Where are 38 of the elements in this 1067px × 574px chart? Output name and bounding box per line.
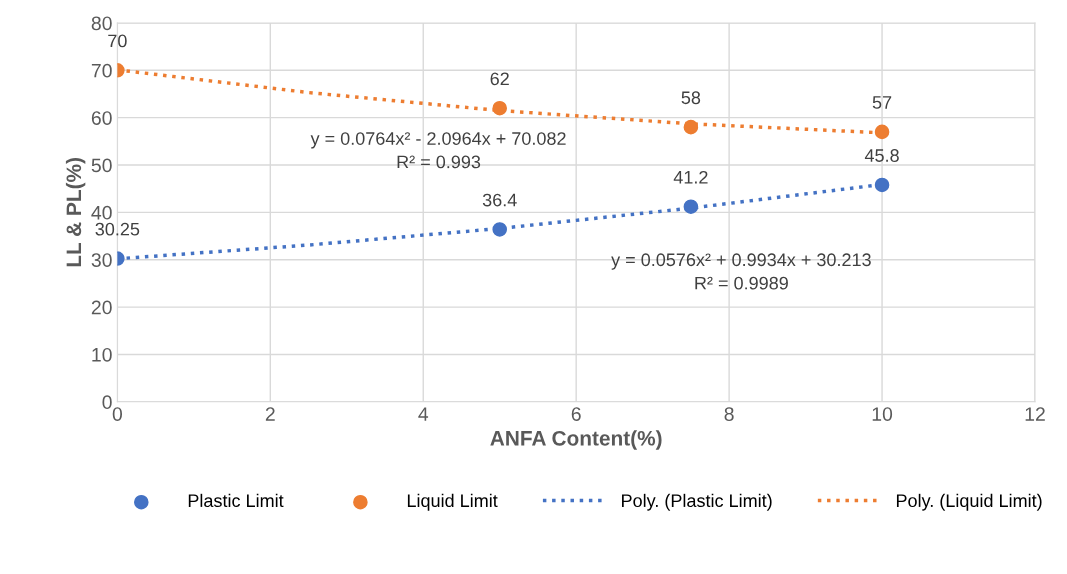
y-axis-title: LL & PL(%) <box>65 158 86 267</box>
x-tick-label: 8 <box>724 407 734 421</box>
x-tick-label: 12 <box>1025 407 1045 421</box>
annotation: y = 0.0764x² - 2.0964x + 70.082 R² = 0.993 <box>310 132 566 169</box>
data-label: 41.2 <box>673 170 708 184</box>
x-axis-title: ANFA Content(%) <box>490 430 662 450</box>
legend-label: Plastic Limit <box>188 493 284 508</box>
y-tick-label: 70 <box>91 63 112 78</box>
point <box>683 199 699 214</box>
data-label: 45.8 <box>864 149 899 162</box>
y-tick-label: 30 <box>91 253 112 267</box>
point <box>492 100 507 116</box>
y-tick-label: 20 <box>91 300 112 315</box>
point <box>874 177 890 193</box>
x-tick-label: 0 <box>112 407 123 421</box>
y-tick-label: 10 <box>92 347 112 362</box>
point <box>874 124 890 140</box>
y-tick-label: 60 <box>91 111 112 125</box>
point <box>492 222 507 237</box>
y-tick-label: 0 <box>102 395 112 410</box>
x-tick-label: 4 <box>418 407 429 421</box>
legend-label: Poly. (Liquid Limit) <box>896 493 1042 511</box>
data-label: 57 <box>872 96 892 109</box>
data-label: 36.4 <box>482 193 517 207</box>
y-tick-label: 40 <box>91 205 112 220</box>
annotation: y = 0.0576x² + 0.9934x + 30.213 R² = 0.9989 <box>611 253 871 290</box>
x-tick-label: 10 <box>872 407 893 421</box>
data-label: 62 <box>490 72 509 86</box>
legend-label: Poly. (Plastic Limit) <box>622 493 772 511</box>
point <box>683 119 699 135</box>
legend-label: Liquid Limit <box>407 493 498 511</box>
y-tick-label: 50 <box>91 158 112 173</box>
data-label: 30.25 <box>95 222 140 236</box>
x-tick-label: 2 <box>265 407 275 421</box>
data-label: 58 <box>681 91 701 105</box>
y-tick-label: 80 <box>91 16 112 31</box>
x-tick-label: 6 <box>571 407 581 421</box>
data-label: 70 <box>108 34 127 48</box>
